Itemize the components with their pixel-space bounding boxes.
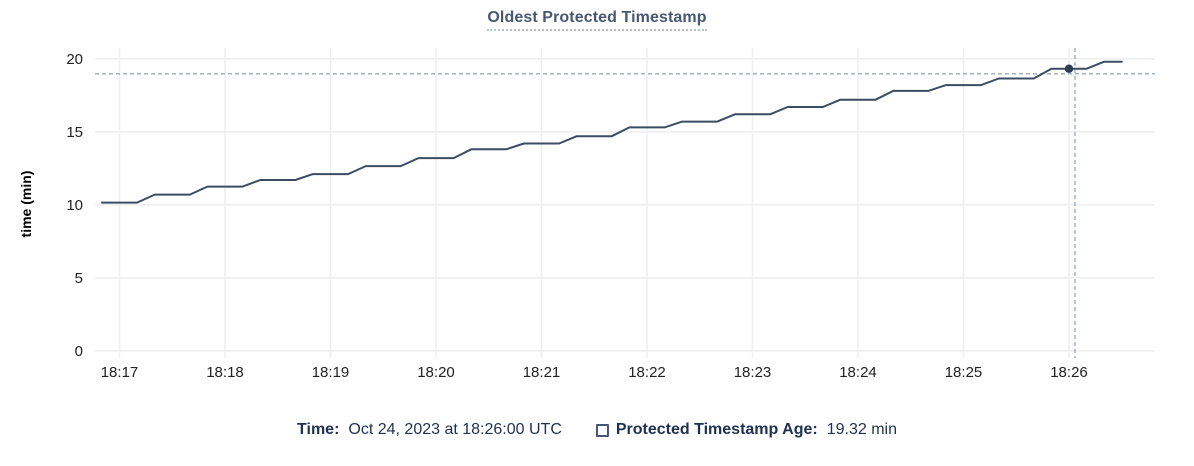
tooltip-series-value: 19.32 min xyxy=(826,421,897,438)
x-tick-label: 18:20 xyxy=(417,364,455,381)
series-line xyxy=(100,60,1123,204)
chart-title-row: Oldest Protected Timestamp xyxy=(0,9,1194,31)
x-tick-label: 18:23 xyxy=(734,364,772,381)
x-tick-label: 18:25 xyxy=(945,364,983,381)
y-tick-label: 5 xyxy=(75,270,83,287)
tooltip-time-label: Time: xyxy=(297,421,340,438)
y-tick-label: 20 xyxy=(66,51,83,68)
series-toggle-checkbox[interactable] xyxy=(595,423,609,437)
x-tick-label: 18:24 xyxy=(839,364,877,381)
chart-title[interactable]: Oldest Protected Timestamp xyxy=(487,9,707,31)
y-tick-label: 10 xyxy=(66,197,83,214)
tooltip-time-value: Oct 24, 2023 at 18:26:00 UTC xyxy=(348,421,562,438)
tooltip-series-label: Protected Timestamp Age: xyxy=(615,421,818,438)
chart-plot-area[interactable]: 0 5 10 15 20 18:17 18:18 18:19 18:20 18:21 18:22 18… xyxy=(0,0,1194,400)
y-axis-label: time (min) xyxy=(18,171,34,238)
x-tick-label: 18:18 xyxy=(206,364,244,381)
y-tick-label: 15 xyxy=(66,124,83,141)
chart-legend: Time: Oct 24, 2023 at 18:26:00 UTC Prote… xyxy=(0,421,1194,439)
legend-series-toggle[interactable]: Protected Timestamp Age: 19.32 min xyxy=(595,421,897,439)
y-tick-label: 0 xyxy=(75,343,83,360)
x-tick-label: 18:19 xyxy=(312,364,350,381)
x-tick-label: 18:21 xyxy=(523,364,561,381)
x-tick-label: 18:17 xyxy=(101,364,139,381)
x-tick-label: 18:22 xyxy=(628,364,666,381)
hover-data-point xyxy=(1064,64,1074,73)
x-tick-label: 18:26 xyxy=(1050,364,1088,381)
